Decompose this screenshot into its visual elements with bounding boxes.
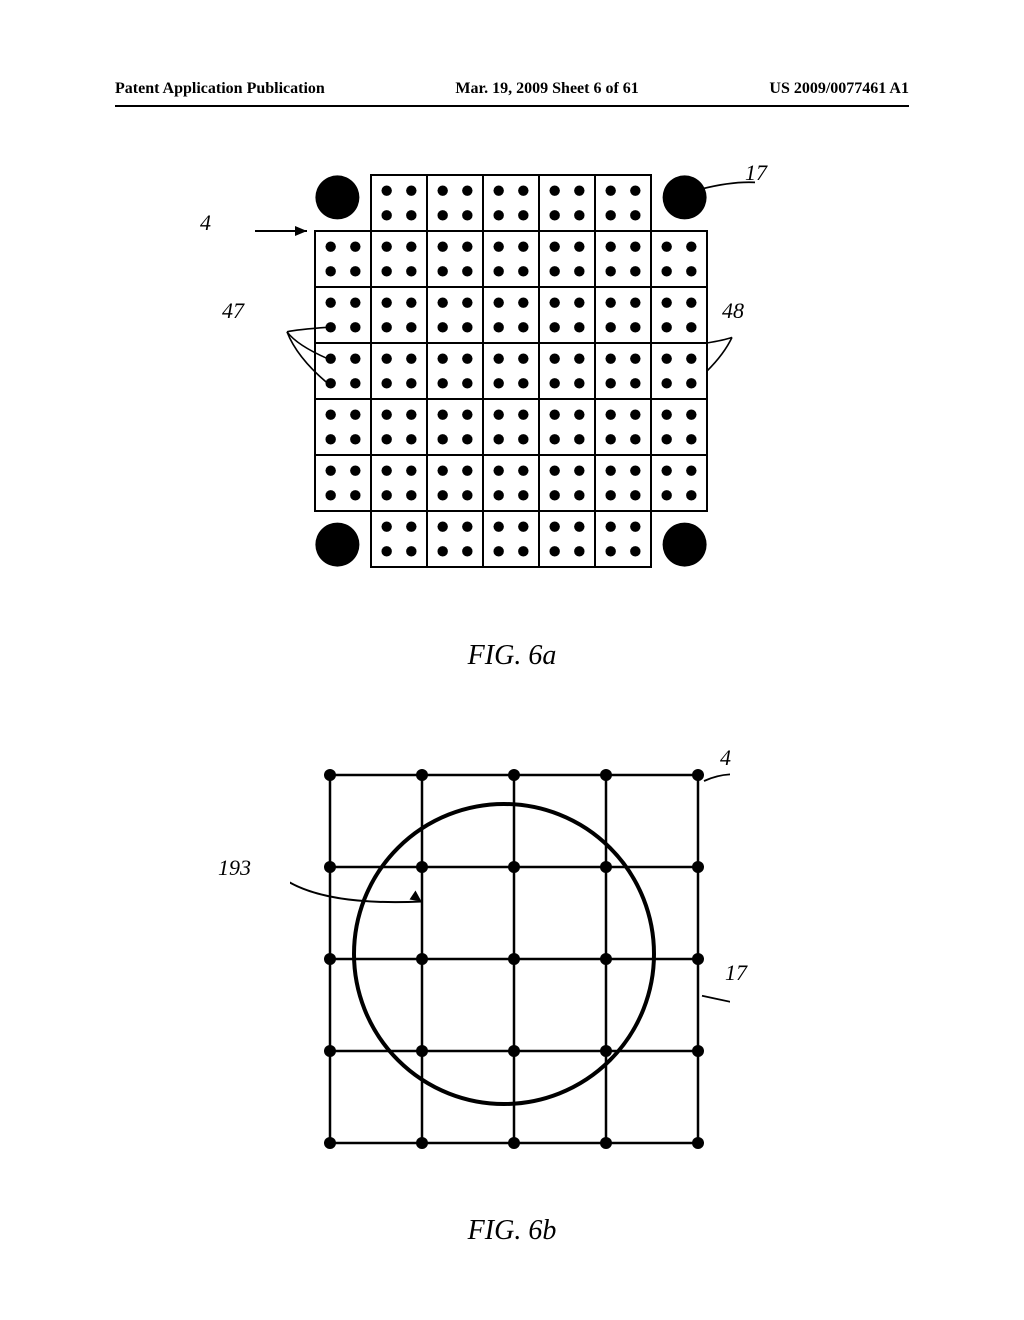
figure-6a-label: FIG. 6a [0,640,1024,672]
ref-47: 47 [222,298,244,324]
ref-17-a: 17 [745,160,767,186]
header-center: Mar. 19, 2009 Sheet 6 of 61 [455,80,638,98]
ref-4-b: 4 [720,745,731,771]
header-rule [115,105,909,107]
figure-6b-svg [290,740,730,1200]
page-header: Patent Application Publication Mar. 19, … [0,80,1024,98]
figure-6a-svg [255,155,755,615]
ref-4-a: 4 [200,210,211,236]
header-right: US 2009/0077461 A1 [769,80,909,98]
ref-17-b: 17 [725,960,747,986]
ref-48: 48 [722,298,744,324]
ref-193: 193 [218,855,251,881]
header-left: Patent Application Publication [115,80,325,98]
figure-6b [290,740,730,1200]
figure-6b-label: FIG. 6b [0,1215,1024,1247]
figure-6a [255,155,755,615]
